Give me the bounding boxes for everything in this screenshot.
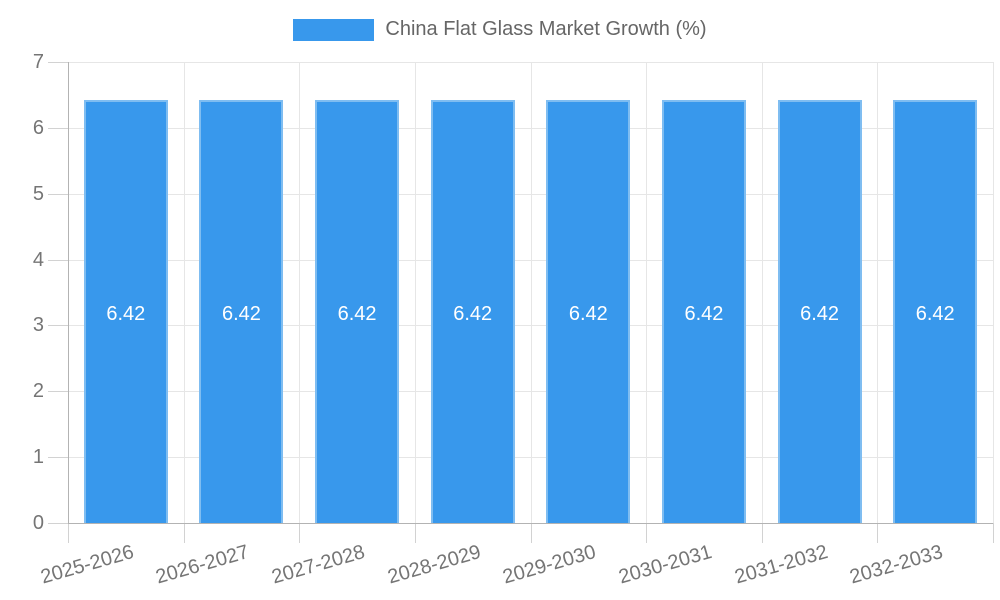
legend[interactable]: China Flat Glass Market Growth (%) xyxy=(0,18,1000,41)
v-gridline xyxy=(530,62,532,523)
bar-value-label: 6.42 xyxy=(453,302,493,325)
bar-value-label: 6.42 xyxy=(106,302,146,325)
y-axis-tick-label: 1 xyxy=(32,446,44,469)
y-axis-tick xyxy=(48,62,68,63)
x-axis-tick xyxy=(877,523,879,543)
legend-label: China Flat Glass Market Growth (%) xyxy=(385,18,707,40)
v-gridline xyxy=(183,62,185,523)
bar-2028-2029[interactable]: 6.42 xyxy=(430,100,515,523)
x-axis-tick xyxy=(414,523,416,543)
y-axis-tick xyxy=(48,523,68,524)
x-axis-tick xyxy=(68,523,69,543)
bar-2026-2027[interactable]: 6.42 xyxy=(199,100,284,523)
y-axis-tick xyxy=(48,391,68,393)
y-axis-tick xyxy=(48,127,68,129)
y-axis-tick-label: 2 xyxy=(32,380,44,403)
bar-value-label: 6.42 xyxy=(915,302,955,325)
bar-value-label: 6.42 xyxy=(800,302,840,325)
bar-2031-2032[interactable]: 6.42 xyxy=(777,100,862,523)
y-axis-tick xyxy=(48,325,68,327)
x-axis-tick xyxy=(299,523,301,543)
y-axis-tick-label: 5 xyxy=(32,182,44,205)
bar-2029-2030[interactable]: 6.42 xyxy=(546,100,631,523)
y-axis-tick-label: 3 xyxy=(32,314,44,337)
y-axis-tick xyxy=(48,259,68,261)
x-axis-line xyxy=(68,523,993,524)
y-axis-tick-label: 0 xyxy=(32,512,44,534)
bar-2032-2033[interactable]: 6.42 xyxy=(893,100,978,523)
y-axis-tick xyxy=(48,193,68,195)
bar-2030-2031[interactable]: 6.42 xyxy=(661,100,746,523)
v-gridline xyxy=(761,62,763,523)
bar-value-label: 6.42 xyxy=(337,302,377,325)
y-axis-tick xyxy=(48,457,68,459)
v-gridline xyxy=(299,62,301,523)
x-axis-tick xyxy=(646,523,648,543)
x-axis-tick xyxy=(183,523,185,543)
y-axis-tick-label: 6 xyxy=(32,116,44,139)
bar-value-label: 6.42 xyxy=(684,302,724,325)
bar-2027-2028[interactable]: 6.42 xyxy=(315,100,400,523)
y-axis-tick-label: 7 xyxy=(32,51,44,73)
y-axis-line xyxy=(68,62,69,524)
bar-value-label: 6.42 xyxy=(568,302,608,325)
legend-swatch xyxy=(293,18,375,41)
v-gridline xyxy=(414,62,416,523)
v-gridline xyxy=(646,62,648,523)
x-axis-tick xyxy=(530,523,532,543)
bar-value-label: 6.42 xyxy=(221,302,261,325)
bar-2025-2026[interactable]: 6.42 xyxy=(83,100,168,523)
v-gridline xyxy=(877,62,879,523)
y-axis-tick-label: 4 xyxy=(32,248,44,271)
x-axis-tick xyxy=(993,523,994,543)
v-gridline xyxy=(993,62,994,523)
x-axis-tick xyxy=(761,523,763,543)
